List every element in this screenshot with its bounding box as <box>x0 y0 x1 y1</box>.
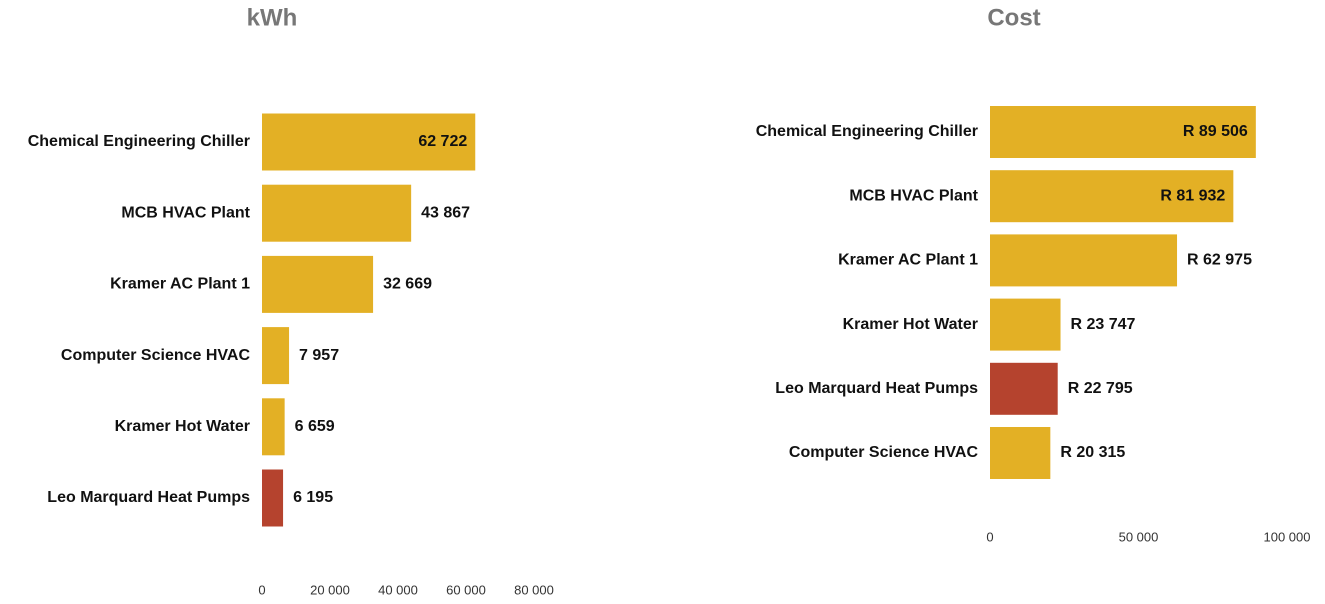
bar <box>262 184 412 242</box>
value-label: R 62 975 <box>1187 252 1252 269</box>
x-tick-label: 60 000 <box>446 582 486 597</box>
category-label: Kramer AC Plant 1 <box>110 276 250 293</box>
category-label: MCB HVAC Plant <box>121 204 250 221</box>
bar <box>990 362 1058 415</box>
category-label: Kramer AC Plant 1 <box>838 252 978 269</box>
bar <box>262 113 476 171</box>
x-tick-label: 50 000 <box>1119 529 1159 544</box>
category-label: Kramer Hot Water <box>115 418 250 435</box>
bar <box>262 327 290 385</box>
x-tick-label: 40 000 <box>378 582 418 597</box>
value-label: 32 669 <box>383 276 432 293</box>
bar <box>990 298 1061 351</box>
value-label: 62 722 <box>418 133 467 150</box>
category-label: Chemical Engineering Chiller <box>28 133 250 150</box>
x-tick-label: 0 <box>986 529 993 544</box>
value-label: R 81 932 <box>1160 187 1225 204</box>
category-label: Kramer Hot Water <box>843 316 978 333</box>
bar <box>262 469 284 527</box>
category-label: Leo Marquard Heat Pumps <box>775 380 978 397</box>
value-label: 6 195 <box>293 489 333 506</box>
category-label: MCB HVAC Plant <box>849 187 978 204</box>
value-label: R 89 506 <box>1183 123 1248 140</box>
chart-title: Cost <box>987 4 1040 31</box>
value-label: R 23 747 <box>1071 316 1136 333</box>
value-label: 7 957 <box>299 347 339 364</box>
bar <box>990 234 1178 287</box>
value-label: R 22 795 <box>1068 380 1133 397</box>
value-label: 43 867 <box>421 204 470 221</box>
x-tick-label: 0 <box>258 582 265 597</box>
bar <box>990 170 1234 223</box>
chart-title: kWh <box>247 4 298 31</box>
x-tick-label: 80 000 <box>514 582 554 597</box>
bar <box>262 398 285 456</box>
value-label: R 20 315 <box>1060 444 1125 461</box>
category-label: Computer Science HVAC <box>789 444 979 461</box>
category-label: Computer Science HVAC <box>61 347 251 364</box>
category-label: Leo Marquard Heat Pumps <box>47 489 250 506</box>
category-label: Chemical Engineering Chiller <box>756 123 978 140</box>
x-tick-label: 100 000 <box>1264 529 1311 544</box>
bar <box>262 255 374 313</box>
bar <box>990 106 1256 158</box>
bar <box>990 427 1051 479</box>
value-label: 6 659 <box>295 418 335 435</box>
x-tick-label: 20 000 <box>310 582 350 597</box>
